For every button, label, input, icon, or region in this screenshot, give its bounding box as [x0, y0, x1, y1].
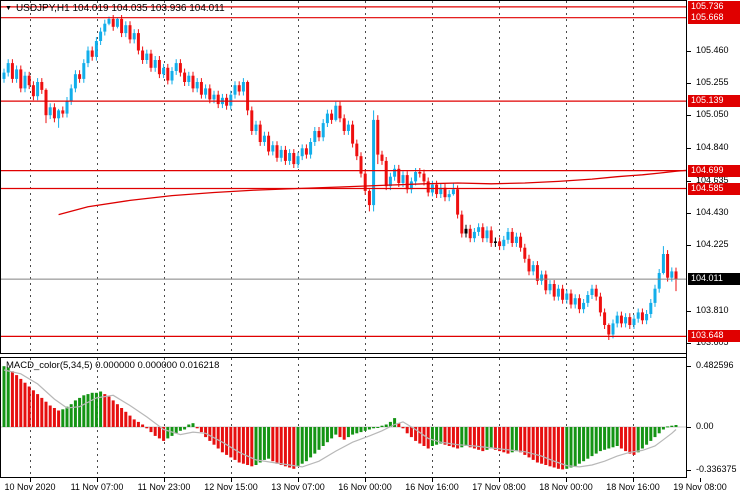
price-level-badge: 105.736: [688, 0, 740, 13]
price-tick-label: 105.460: [695, 44, 730, 55]
macd-panel-surface[interactable]: [0, 357, 687, 478]
vertical-gridlines: [30, 1, 634, 352]
macd-tick-label: 0.482596: [695, 359, 735, 370]
macd-signal-line: [3, 369, 677, 468]
axis-tick-mark: [231, 478, 232, 482]
macd-histogram: [2, 366, 678, 470]
time-axis-label: 11 Nov 23:00: [137, 482, 191, 492]
macd-gridlines: [30, 358, 634, 477]
time-axis[interactable]: 10 Nov 2020 11 Nov 07:00 11 Nov 23:00 12 No…: [0, 478, 740, 500]
axis-tick-mark: [97, 478, 98, 482]
time-axis-label: 13 Nov 07:00: [271, 482, 325, 492]
time-axis-label: 11 Nov 07:00: [70, 482, 124, 492]
chart-title: USDJPY,H1 104.019 104.035 103.936 104.01…: [15, 3, 225, 14]
macd-indicator-label: MACD_color(5,34,5) 0.000000 0.000000 0.0…: [6, 360, 220, 371]
time-axis-label: 16 Nov 00:00: [338, 482, 392, 492]
axis-tick-mark: [566, 478, 567, 482]
axis-tick-mark: [633, 478, 634, 482]
price-level-badge: 104.585: [688, 182, 740, 195]
axis-tick-mark: [687, 148, 691, 150]
price-tick-label: 104.840: [695, 142, 730, 153]
time-axis-label: 16 Nov 16:00: [405, 482, 459, 492]
price-axis[interactable]: 105.460 105.255 105.050 104.840 104.635 104.4…: [687, 0, 740, 478]
axis-tick-mark: [365, 478, 366, 482]
horizontal-level-lines: [0, 6, 686, 337]
axis-tick-mark: [687, 180, 691, 182]
macd-tick-label: -0.336375: [695, 463, 738, 474]
price-level-badge: 104.699: [688, 164, 740, 177]
time-axis-label: 10 Nov 2020: [4, 482, 56, 492]
axis-tick-mark: [298, 478, 299, 482]
price-tick-label: 105.050: [695, 109, 730, 120]
price-tick-label: 103.810: [695, 304, 730, 315]
title-bar: ▼ USDJPY,H1 104.019 104.035 103.936 104.0…: [5, 3, 225, 14]
price-tick-label: 104.430: [695, 207, 730, 217]
candlesticks: [2, 15, 678, 340]
axis-tick-mark: [687, 365, 691, 367]
price-axis-border: [686, 0, 687, 478]
time-axis-label: 17 Nov 08:00: [472, 482, 526, 492]
axis-tick-mark: [687, 82, 691, 84]
moving-average-line: [58, 169, 687, 216]
main-chart-surface[interactable]: [0, 0, 687, 354]
axis-tick-mark: [499, 478, 500, 482]
axis-tick-mark: [30, 478, 31, 482]
current-price-badge: 104.011: [688, 273, 740, 286]
axis-tick-mark: [687, 427, 691, 428]
price-level-badge: 103.648: [688, 330, 740, 343]
price-level-badge: 105.668: [688, 11, 740, 24]
price-tick-label: 105.255: [695, 76, 730, 87]
axis-tick-mark: [687, 245, 691, 247]
axis-tick-mark: [687, 310, 691, 312]
axis-tick-mark: [687, 115, 691, 117]
axis-tick-mark: [687, 213, 691, 214]
macd-tick-label: 0.00: [695, 421, 715, 431]
price-level-badge: 105.139: [688, 95, 740, 108]
time-axis-label: 12 Nov 15:00: [204, 482, 258, 492]
axis-tick-mark: [687, 469, 691, 471]
price-tick-label: 104.635: [695, 174, 730, 185]
axis-tick-mark: [700, 478, 701, 482]
time-axis-label: 18 Nov 16:00: [606, 482, 660, 492]
axis-tick-mark: [687, 50, 691, 52]
axis-tick-mark: [164, 478, 165, 482]
price-tick-label: 104.225: [695, 239, 730, 250]
time-axis-label: 18 Nov 00:00: [539, 482, 593, 492]
symbol-dropdown-icon[interactable]: ▼: [5, 5, 12, 12]
axis-tick-mark: [432, 478, 433, 482]
time-axis-label: 19 Nov 08:00: [673, 482, 727, 492]
axis-tick-mark: [687, 343, 691, 345]
